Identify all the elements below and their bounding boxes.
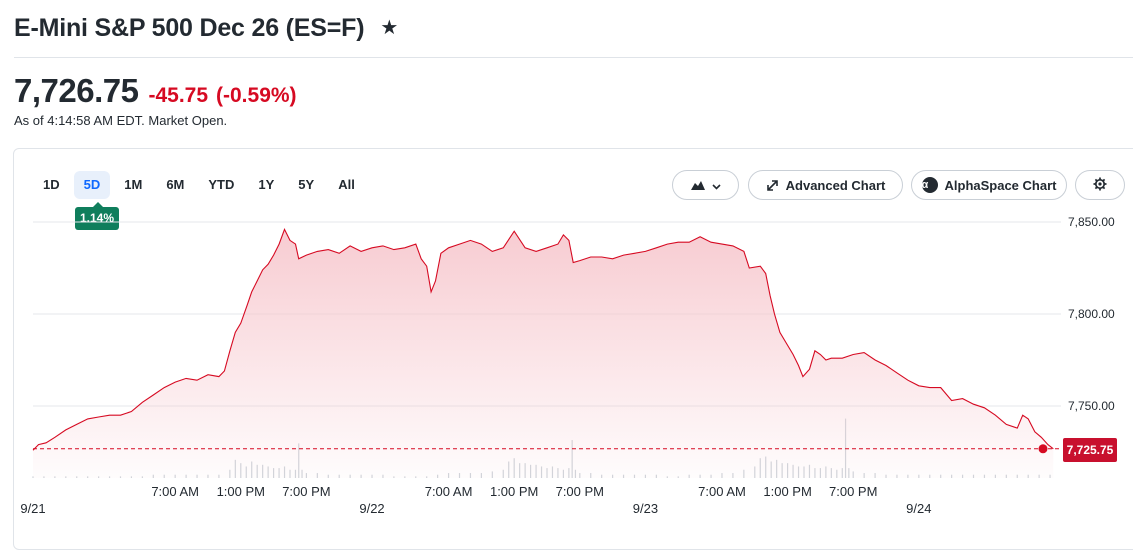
- alphaspace-chart-button[interactable]: α AlphaSpace Chart: [911, 170, 1067, 200]
- alphaspace-chart-label: AlphaSpace Chart: [944, 177, 1057, 193]
- quote-row: 7,726.75 -45.75 (-0.59%): [14, 72, 297, 110]
- x-tick-label: 9/23: [633, 501, 658, 516]
- price-chart: 7,850.00 7,800.00 7,750.00 9/21 7:00 AM 1:00 …: [20, 215, 1115, 516]
- price-change: -45.75: [148, 84, 209, 107]
- x-tick-label: 1:00 PM: [490, 484, 538, 499]
- page-title: E-Mini S&P 500 Dec 26 (ES=F): [14, 13, 365, 42]
- gear-icon: [1093, 177, 1107, 194]
- alpha-icon: α: [921, 177, 938, 193]
- y-tick-label: 7,800.00: [1068, 307, 1115, 321]
- advanced-chart-label: Advanced Chart: [785, 177, 886, 193]
- chart-type-button[interactable]: [672, 170, 739, 200]
- advanced-chart-button[interactable]: Advanced Chart: [748, 170, 903, 200]
- range-1y[interactable]: 1Y: [258, 177, 275, 192]
- y-tick-label: 7,750.00: [1068, 399, 1115, 413]
- range-6m[interactable]: 6M: [166, 177, 185, 192]
- range-5d[interactable]: 5D: [73, 171, 111, 199]
- x-tick-label: 9/22: [359, 501, 384, 516]
- expand-icon: [766, 179, 779, 192]
- last-price-dot: [1038, 444, 1048, 454]
- chevron-down-icon: [711, 178, 721, 193]
- range-1m[interactable]: 1M: [124, 177, 143, 192]
- y-tick-label: 7,850.00: [1068, 215, 1115, 229]
- x-tick-label: 1:00 PM: [217, 484, 265, 499]
- price-line: [32, 228, 1054, 451]
- price-area: [33, 229, 1054, 478]
- header-divider: [14, 57, 1133, 58]
- mountain-chart-icon: [690, 180, 705, 190]
- price-change-percent: (-0.59%): [216, 84, 297, 107]
- x-tick-label: 7:00 PM: [829, 484, 877, 499]
- current-price: 7,726.75: [14, 72, 139, 109]
- range-1d[interactable]: 1D: [43, 177, 60, 192]
- quote-timestamp: As of 4:14:58 AM EDT. Market Open.: [14, 113, 228, 128]
- x-tick-label: 1:00 PM: [763, 484, 811, 499]
- range-5y[interactable]: 5Y: [298, 177, 315, 192]
- x-tick-label: 7:00 AM: [698, 484, 746, 499]
- star-icon[interactable]: ★: [380, 17, 399, 39]
- last-price-tag: 7,725.75: [1063, 438, 1117, 462]
- quote-header: E-Mini S&P 500 Dec 26 (ES=F) ★: [14, 10, 1133, 46]
- x-tick-label: 9/24: [906, 501, 931, 516]
- x-tick-label: 7:00 PM: [556, 484, 604, 499]
- x-tick-label: 9/21: [20, 501, 45, 516]
- x-tick-label: 7:00 AM: [151, 484, 199, 499]
- x-tick-label: 7:00 PM: [282, 484, 330, 499]
- settings-button[interactable]: [1075, 170, 1125, 200]
- range-ytd[interactable]: YTD: [208, 177, 235, 192]
- range-all[interactable]: All: [338, 177, 355, 192]
- x-tick-label: 7:00 AM: [425, 484, 473, 499]
- range-selector: 1D 5D 1M 6M YTD 1Y 5Y All: [33, 171, 369, 199]
